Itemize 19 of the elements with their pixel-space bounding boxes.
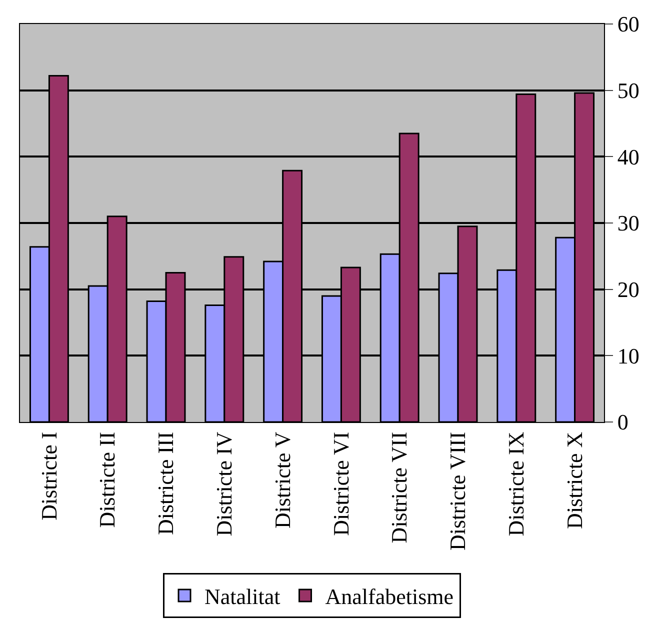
y-tick-label: 40 bbox=[617, 144, 640, 170]
y-tick-label: 20 bbox=[617, 277, 640, 302]
y-tick-label: 60 bbox=[617, 12, 640, 37]
x-tick-label: Districte V bbox=[270, 432, 295, 529]
x-tick-label: Districte X bbox=[562, 432, 587, 529]
y-tick-label: 50 bbox=[617, 78, 640, 104]
legend-label: Natalitat bbox=[204, 584, 280, 610]
x-tick-label: Districte II bbox=[94, 432, 120, 528]
y-tick-label: 0 bbox=[617, 410, 628, 435]
x-tick-label: Districte I bbox=[36, 432, 62, 520]
y-tick-label: 10 bbox=[617, 343, 640, 368]
x-tick-label: Districte III bbox=[153, 432, 178, 536]
x-tick-label: Districte VI bbox=[328, 432, 354, 536]
x-tick-label: Districte IX bbox=[504, 432, 529, 536]
x-tick-label: Districte IV bbox=[212, 432, 237, 536]
legend-label: Analfabetisme bbox=[325, 584, 454, 610]
x-tick-label: Districte VIII bbox=[445, 432, 470, 551]
y-tick-label: 30 bbox=[617, 210, 640, 236]
x-tick-label: Districte VII bbox=[386, 432, 412, 544]
